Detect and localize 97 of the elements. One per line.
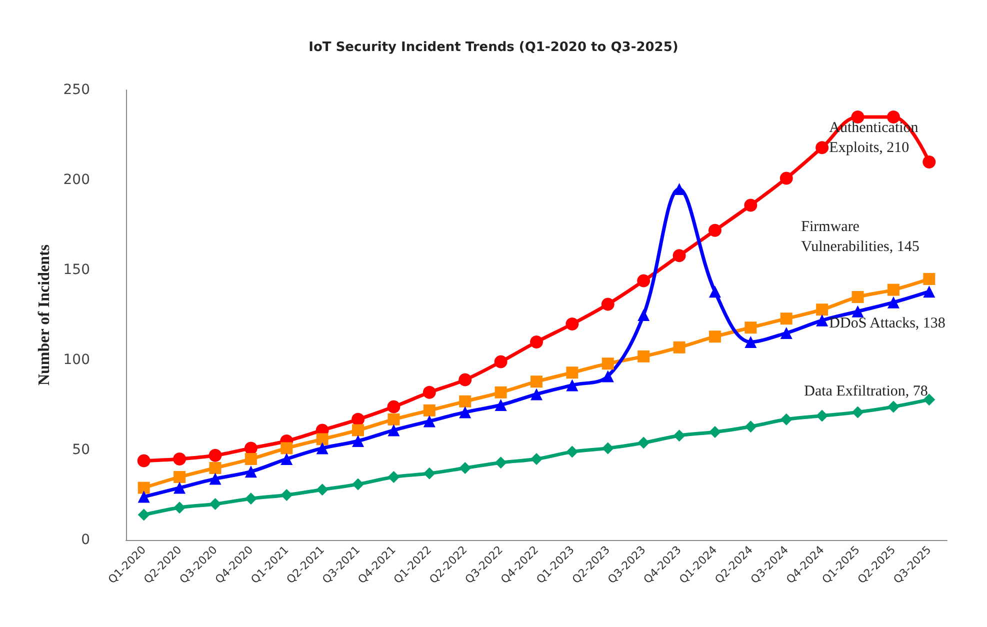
point bbox=[602, 370, 614, 382]
y-axis-title: Number of Incidents bbox=[36, 244, 53, 386]
point bbox=[352, 478, 364, 490]
point bbox=[638, 309, 650, 321]
point bbox=[780, 312, 792, 325]
point bbox=[174, 471, 186, 483]
point bbox=[672, 249, 686, 262]
point bbox=[744, 336, 757, 348]
y-tick-label: 0 bbox=[81, 532, 90, 548]
point bbox=[316, 484, 328, 496]
point bbox=[459, 406, 472, 418]
point bbox=[459, 462, 472, 474]
point bbox=[780, 172, 793, 185]
point bbox=[423, 404, 436, 416]
point bbox=[280, 442, 293, 454]
point bbox=[923, 286, 936, 298]
y-tick-label: 200 bbox=[63, 172, 90, 188]
point bbox=[387, 400, 400, 414]
point bbox=[280, 489, 293, 501]
point bbox=[922, 156, 936, 168]
point bbox=[423, 467, 436, 480]
point bbox=[566, 318, 579, 330]
point bbox=[566, 366, 578, 379]
point bbox=[744, 198, 758, 212]
point bbox=[494, 456, 507, 469]
point bbox=[138, 490, 150, 503]
point bbox=[530, 336, 543, 348]
point bbox=[388, 413, 400, 426]
point bbox=[780, 413, 792, 426]
point bbox=[744, 322, 757, 334]
point bbox=[708, 330, 721, 343]
point bbox=[244, 442, 258, 455]
point bbox=[174, 502, 186, 514]
point bbox=[780, 327, 792, 339]
point bbox=[137, 454, 150, 468]
point bbox=[816, 304, 828, 316]
y-tick-label: 250 bbox=[63, 82, 90, 98]
point bbox=[244, 492, 257, 505]
point bbox=[601, 298, 614, 311]
point bbox=[673, 430, 686, 442]
point bbox=[208, 448, 222, 462]
y-tick-label: 100 bbox=[63, 352, 90, 368]
point bbox=[352, 435, 364, 447]
annotation: DDoS Attacks, 138 bbox=[829, 316, 946, 332]
point bbox=[887, 284, 900, 296]
point bbox=[566, 446, 578, 458]
point bbox=[530, 376, 542, 388]
point bbox=[244, 453, 257, 465]
point bbox=[566, 379, 578, 392]
annotation: Firmware Vulnerabilities, 145 bbox=[801, 219, 920, 255]
point bbox=[708, 224, 722, 237]
point bbox=[887, 296, 900, 308]
point bbox=[422, 386, 436, 399]
point bbox=[602, 442, 614, 454]
point bbox=[852, 305, 864, 318]
point bbox=[638, 436, 650, 449]
point bbox=[138, 508, 150, 521]
point bbox=[174, 482, 186, 494]
point bbox=[708, 426, 721, 438]
point bbox=[852, 291, 864, 303]
point bbox=[494, 355, 508, 368]
point bbox=[316, 442, 328, 454]
point bbox=[673, 341, 686, 354]
point bbox=[388, 424, 400, 436]
point bbox=[316, 433, 328, 446]
point bbox=[209, 472, 222, 485]
annotation: Data Exfiltration, 78 bbox=[804, 384, 928, 400]
point bbox=[173, 452, 186, 466]
point bbox=[816, 141, 829, 154]
point bbox=[923, 273, 936, 285]
point bbox=[530, 388, 542, 400]
point bbox=[816, 410, 828, 422]
point bbox=[458, 373, 472, 386]
point bbox=[244, 466, 257, 478]
point bbox=[816, 314, 828, 326]
point bbox=[138, 482, 150, 494]
point bbox=[494, 399, 507, 411]
point bbox=[352, 424, 364, 436]
point bbox=[423, 415, 436, 428]
y-tick-label: 150 bbox=[63, 262, 90, 278]
point bbox=[887, 400, 900, 413]
chart-title: IoT Security Incident Trends (Q1-2020 to Q3-2025) bbox=[308, 40, 678, 55]
point bbox=[494, 386, 507, 398]
point bbox=[388, 471, 400, 483]
point bbox=[280, 453, 293, 465]
y-tick-label: 50 bbox=[72, 442, 90, 458]
point bbox=[459, 395, 472, 408]
point bbox=[708, 286, 721, 298]
point bbox=[744, 420, 757, 433]
point bbox=[638, 350, 650, 362]
point bbox=[852, 406, 864, 418]
point bbox=[602, 358, 614, 370]
point bbox=[209, 462, 222, 474]
point bbox=[209, 498, 222, 510]
point bbox=[530, 453, 542, 465]
point bbox=[637, 274, 650, 288]
point bbox=[352, 412, 365, 426]
